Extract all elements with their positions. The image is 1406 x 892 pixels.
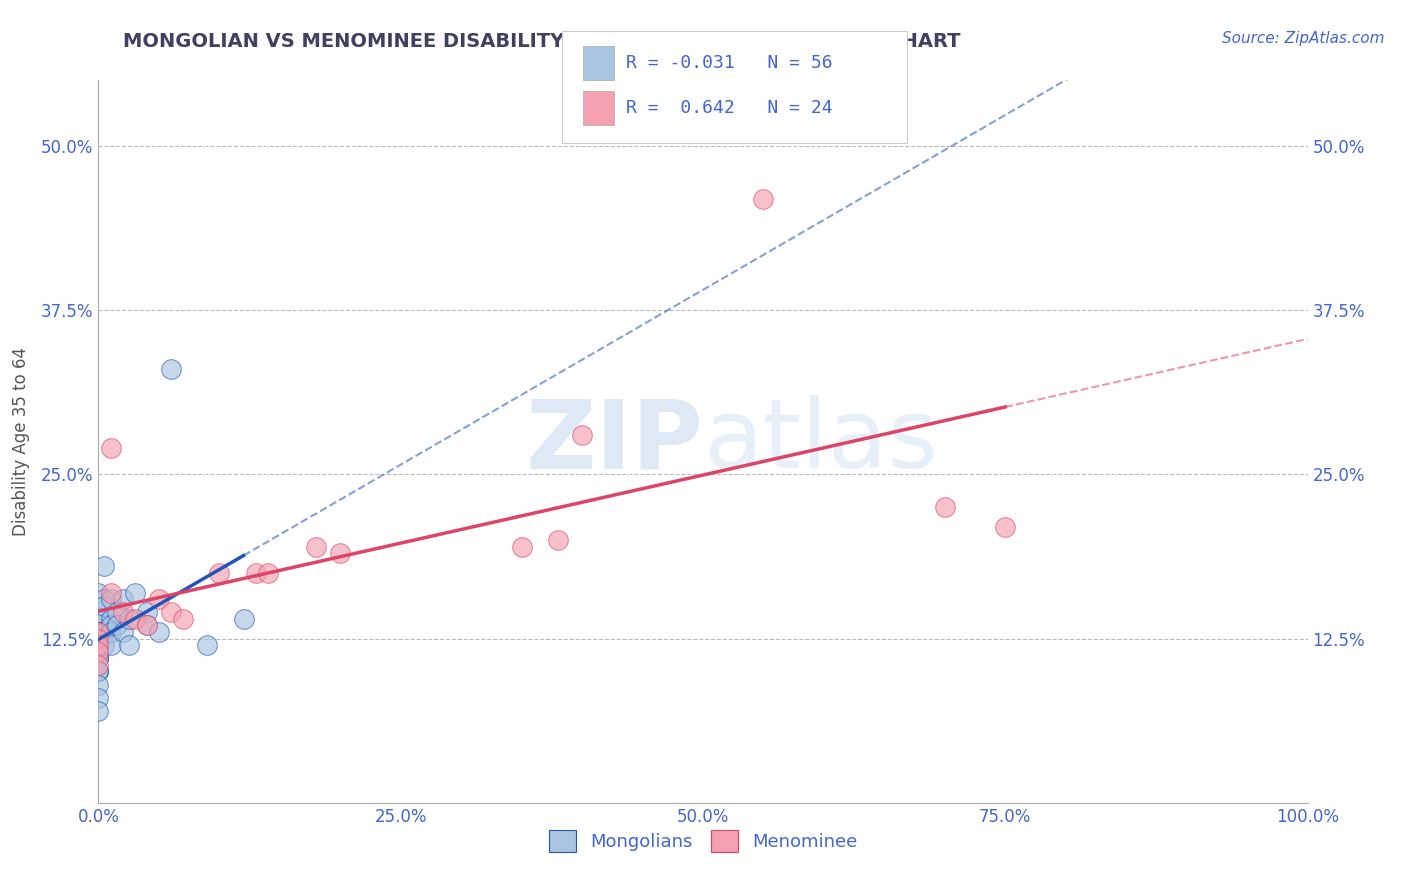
Point (87, 677, 110, 691)
Point (160, 605, 183, 619)
Point (111, 605, 134, 619)
Point (124, 612, 146, 626)
Point (100, 585, 122, 599)
Point (87, 665, 110, 679)
Point (934, 500, 956, 515)
Point (135, 618, 157, 632)
Point (87, 638, 110, 652)
Point (118, 638, 141, 652)
Point (547, 533, 569, 547)
Point (87, 645, 110, 659)
Text: R =  0.642   N = 24: R = 0.642 N = 24 (626, 99, 832, 117)
Point (172, 612, 194, 626)
Point (87, 625, 110, 640)
Point (87, 638, 110, 652)
Point (87, 704, 110, 718)
Point (87, 625, 110, 640)
Point (208, 566, 231, 580)
Point (105, 605, 128, 619)
Point (87, 632, 110, 646)
Point (87, 651, 110, 665)
Point (93, 599, 115, 613)
Text: Source: ZipAtlas.com: Source: ZipAtlas.com (1222, 31, 1385, 46)
Point (135, 605, 157, 619)
Point (87, 612, 110, 626)
Point (160, 362, 183, 376)
Legend: Mongolians, Menominee: Mongolians, Menominee (541, 822, 865, 859)
Point (87, 638, 110, 652)
Point (87, 612, 110, 626)
Text: R = -0.031   N = 56: R = -0.031 N = 56 (626, 54, 832, 72)
Point (93, 559, 115, 574)
Point (87, 625, 110, 640)
Point (87, 665, 110, 679)
Point (195, 638, 218, 652)
Point (93, 638, 115, 652)
Point (87, 645, 110, 659)
Point (571, 428, 593, 442)
Point (111, 625, 134, 640)
Text: atlas: atlas (703, 395, 938, 488)
Point (87, 625, 110, 640)
Point (100, 612, 122, 626)
Point (87, 625, 110, 640)
Y-axis label: Disability Age 35 to 64: Disability Age 35 to 64 (11, 347, 30, 536)
Point (93, 625, 115, 640)
Point (87, 638, 110, 652)
Point (305, 540, 328, 554)
Point (994, 520, 1017, 534)
Point (232, 612, 254, 626)
Point (87, 632, 110, 646)
Point (118, 612, 141, 626)
Point (135, 618, 157, 632)
Point (245, 566, 267, 580)
Point (87, 638, 110, 652)
Point (148, 592, 170, 607)
Point (87, 625, 110, 640)
Point (100, 625, 122, 640)
Point (100, 638, 122, 652)
Point (87, 612, 110, 626)
Point (87, 645, 110, 659)
Point (87, 638, 110, 652)
Point (93, 592, 115, 607)
Point (752, 192, 775, 206)
Point (100, 592, 122, 607)
Point (124, 585, 146, 599)
Point (111, 592, 134, 607)
Point (148, 625, 170, 640)
Point (87, 625, 110, 640)
Point (100, 618, 122, 632)
Point (87, 657, 110, 672)
Point (87, 625, 110, 640)
Point (87, 665, 110, 679)
Point (256, 566, 278, 580)
Point (87, 625, 110, 640)
Point (329, 546, 352, 560)
Text: MONGOLIAN VS MENOMINEE DISABILITY AGE 35 TO 64 CORRELATION CHART: MONGOLIAN VS MENOMINEE DISABILITY AGE 35… (122, 32, 960, 52)
Point (100, 441, 122, 455)
Point (87, 665, 110, 679)
Point (87, 651, 110, 665)
Point (87, 638, 110, 652)
Point (87, 585, 110, 599)
Point (87, 638, 110, 652)
Point (105, 618, 128, 632)
Point (510, 540, 533, 554)
Point (87, 651, 110, 665)
Text: ZIP: ZIP (524, 395, 703, 488)
Point (87, 651, 110, 665)
Point (87, 690, 110, 705)
